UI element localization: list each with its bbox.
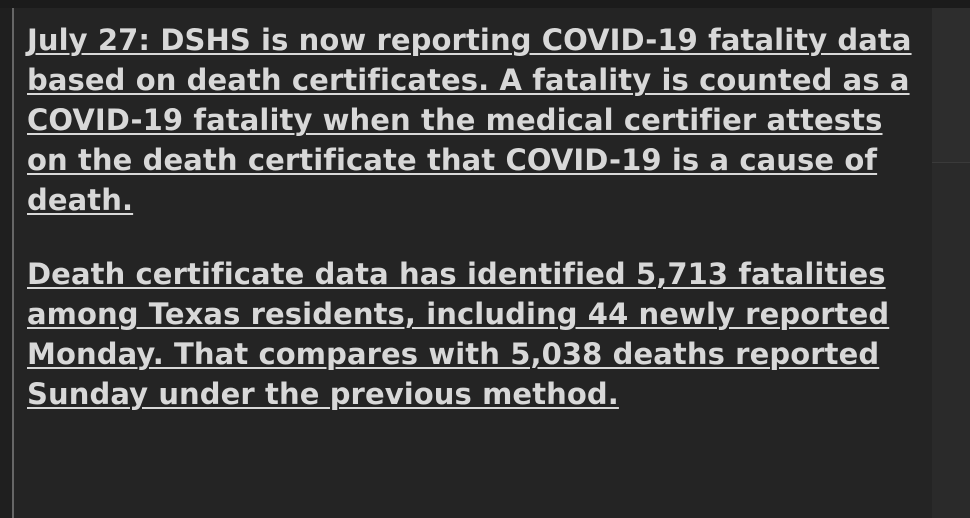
right-sidebar-header [932, 8, 970, 163]
update-link-1[interactable]: July 27: DSHS is now reporting COVID-19 … [27, 23, 912, 217]
update-content: July 27: DSHS is now reporting COVID-19 … [27, 20, 927, 414]
update-link-2[interactable]: Death certificate data has identified 5,… [27, 257, 890, 411]
update-paragraph-2: Death certificate data has identified 5,… [27, 254, 927, 414]
left-divider [12, 8, 14, 518]
top-edge [0, 0, 970, 8]
right-sidebar-strip [932, 8, 970, 518]
update-panel [14, 8, 932, 518]
update-paragraph-1: July 27: DSHS is now reporting COVID-19 … [27, 20, 927, 220]
